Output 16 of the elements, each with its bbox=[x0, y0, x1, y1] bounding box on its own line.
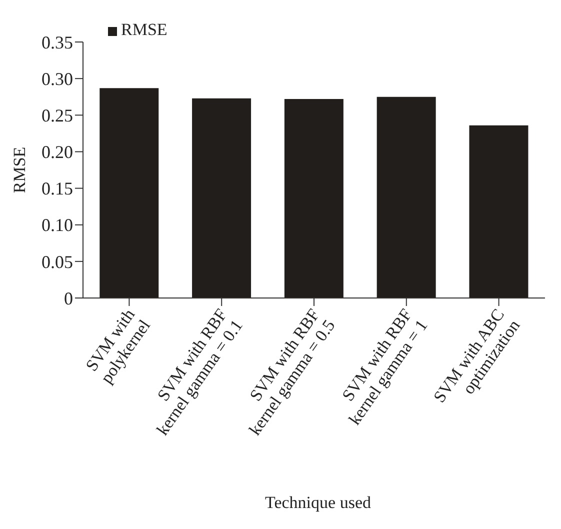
y-tick-label: 0.05 bbox=[42, 252, 73, 272]
legend-label: RMSE bbox=[121, 20, 168, 39]
bar bbox=[469, 125, 528, 298]
x-axis-title: Technique used bbox=[264, 493, 372, 513]
y-tick-label: 0.15 bbox=[42, 178, 73, 199]
bar bbox=[100, 88, 159, 298]
bar bbox=[376, 96, 436, 298]
y-tick-label: 0 bbox=[64, 288, 73, 308]
y-tick-label: 0.10 bbox=[42, 215, 73, 236]
bar bbox=[192, 98, 252, 298]
y-tick-label: 0.20 bbox=[42, 142, 73, 162]
bar bbox=[284, 99, 344, 298]
y-tick-label: 0.25 bbox=[42, 106, 73, 126]
y-axis-title: RMSE bbox=[10, 146, 30, 194]
y-tick-label: 0.35 bbox=[42, 32, 73, 52]
y-tick-label: 0.30 bbox=[42, 68, 73, 89]
